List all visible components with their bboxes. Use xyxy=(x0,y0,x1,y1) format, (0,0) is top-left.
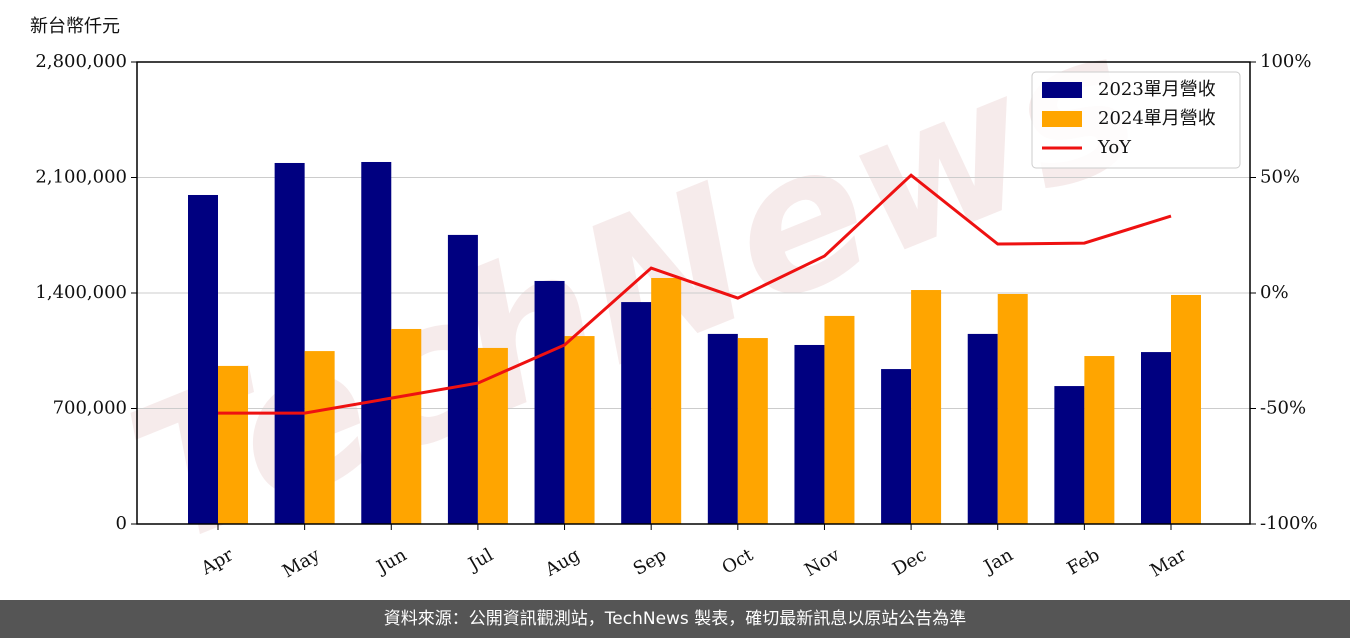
bar xyxy=(564,336,595,524)
y-axis-label: 新台幣仟元 xyxy=(30,16,120,37)
y2-tick-label: 0% xyxy=(1260,282,1289,303)
bar xyxy=(304,351,335,524)
y2-tick-label: 100% xyxy=(1260,51,1311,72)
bar xyxy=(1171,294,1201,524)
bar xyxy=(1141,352,1171,524)
y-tick-label: 0 xyxy=(116,513,127,534)
bar xyxy=(1054,386,1085,524)
x-tick-label: Sep xyxy=(630,544,670,579)
legend-swatch xyxy=(1042,82,1082,98)
bar xyxy=(737,338,768,524)
bar xyxy=(218,365,248,524)
x-tick-label: Dec xyxy=(889,544,930,580)
x-tick-label: Aug xyxy=(541,544,584,581)
bar xyxy=(477,347,508,524)
bar xyxy=(967,333,998,524)
bar xyxy=(651,277,682,524)
x-tick-label: Mar xyxy=(1147,544,1191,581)
bar xyxy=(447,234,478,525)
bar xyxy=(1084,356,1115,524)
x-tick-label: May xyxy=(279,544,324,582)
y2-tick-label: -100% xyxy=(1260,513,1318,534)
y-tick-label: 700,000 xyxy=(53,398,127,419)
legend-box xyxy=(1031,71,1241,169)
y-tick-label: 1,400,000 xyxy=(35,282,127,303)
bar xyxy=(824,315,855,524)
footer-band xyxy=(0,600,1350,638)
plot-frame xyxy=(136,61,1251,525)
bar xyxy=(621,302,652,524)
x-tick-label: Nov xyxy=(801,544,844,581)
legend-swatch xyxy=(1042,111,1082,127)
bar xyxy=(361,161,392,525)
y2-tick-label: -50% xyxy=(1260,398,1306,419)
y-tick-label: 2,100,000 xyxy=(35,167,127,188)
legend-label: 2023單月營收 xyxy=(1098,79,1216,100)
y2-tick-label: 50% xyxy=(1260,167,1300,188)
x-tick-label: Jul xyxy=(463,544,497,576)
x-tick-label: Jun xyxy=(372,544,411,579)
bar xyxy=(794,344,825,524)
y-tick-label: 2,800,000 xyxy=(35,51,127,72)
bar xyxy=(997,293,1028,524)
bar xyxy=(391,328,422,524)
bar xyxy=(911,290,942,524)
x-tick-label: Feb xyxy=(1064,544,1104,579)
legend-label: YoY xyxy=(1097,137,1132,158)
bar xyxy=(707,333,738,524)
bar xyxy=(188,194,218,525)
yoy-line xyxy=(218,173,1172,415)
bar xyxy=(534,280,565,524)
legend-label: 2024單月營收 xyxy=(1098,108,1216,129)
x-tick-label: Oct xyxy=(719,544,758,579)
x-tick-label: Jan xyxy=(979,544,1017,578)
bar xyxy=(274,162,305,525)
footer: 資料來源：公開資訊觀測站，TechNews 製表，確切最新訊息以原站公告為準 xyxy=(384,609,966,629)
bar xyxy=(881,369,912,524)
